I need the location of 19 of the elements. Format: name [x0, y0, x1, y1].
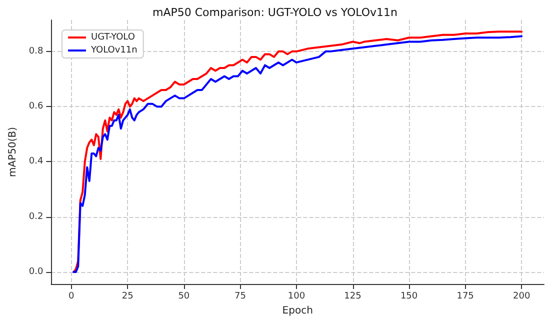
- x-tick-label: 25: [122, 292, 134, 302]
- y-tick-label: 0.0: [28, 267, 44, 278]
- x-tick-label: 100: [288, 292, 306, 302]
- y-tick-label: 0.2: [28, 212, 44, 222]
- x-tick-label: 125: [344, 292, 362, 302]
- y-tick-label: 0.8: [28, 46, 44, 56]
- x-axis-title: Epoch: [282, 305, 313, 316]
- legend-label: YOLOv11n: [90, 46, 138, 56]
- x-tick-label: 75: [234, 292, 246, 302]
- legend-label: UGT-YOLO: [91, 32, 135, 42]
- x-tick-label: 175: [456, 292, 474, 302]
- chart-title: mAP50 Comparison: UGT-YOLO vs YOLOv11n: [152, 6, 398, 19]
- x-tick-label: 150: [400, 292, 418, 302]
- x-tick-label: 50: [178, 292, 190, 302]
- y-tick-label: 0.6: [28, 102, 44, 112]
- y-tick-label: 0.4: [28, 156, 44, 167]
- x-tick-label: 0: [68, 292, 74, 302]
- x-tick-label: 200: [513, 292, 530, 302]
- y-axis-title: mAP50(B): [8, 126, 18, 177]
